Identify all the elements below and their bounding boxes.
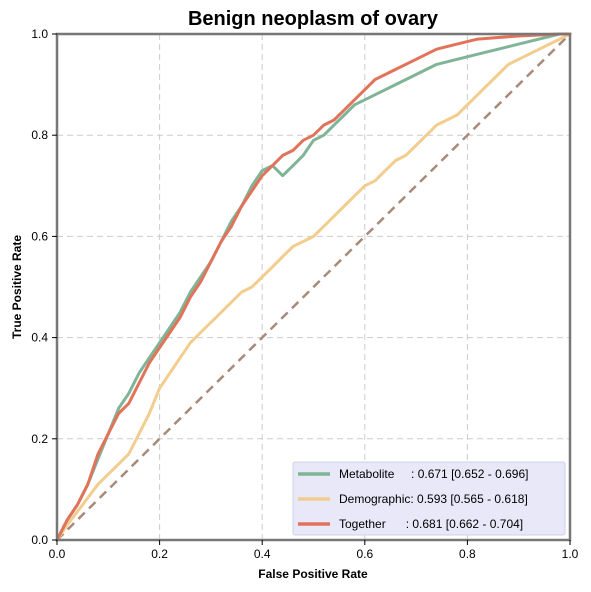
- x-tick-label: 0.2: [151, 547, 168, 561]
- y-tick-label: 0.2: [31, 432, 48, 446]
- y-tick-label: 0.0: [31, 533, 48, 547]
- y-tick-label: 0.4: [31, 331, 48, 345]
- legend: Metabolite : 0.671 [0.652 - 0.696] Demogr…: [292, 461, 566, 536]
- series-line-demographic: [55, 32, 572, 542]
- x-axis-ticks: 0.0 0.2 0.4 0.6 0.8 1.0: [49, 540, 579, 561]
- grid-lines: [57, 34, 570, 540]
- legend-label-demographic: Demographic: 0.593 [0.565 - 0.618]: [339, 492, 528, 506]
- x-tick-label: 1.0: [562, 547, 579, 561]
- x-axis-label: False Positive Rate: [258, 567, 368, 581]
- y-tick-label: 0.6: [31, 229, 48, 243]
- plot-frame: [55, 32, 572, 542]
- series-line-metabolite: [55, 32, 572, 542]
- y-axis-label: True Positive Rate: [10, 235, 24, 339]
- y-tick-label: 0.8: [31, 128, 48, 142]
- x-tick-label: 0.4: [254, 547, 271, 561]
- series-line-together: [55, 32, 572, 542]
- legend-label-metabolite: Metabolite : 0.671 [0.652 - 0.696]: [339, 467, 528, 481]
- legend-box: [292, 461, 566, 536]
- x-tick-label: 0.6: [356, 547, 373, 561]
- chance-line-layer: [56, 33, 571, 541]
- legend-items: Metabolite : 0.671 [0.652 - 0.696] Demogr…: [298, 467, 528, 531]
- chart-title: Benign neoplasm of ovary: [188, 8, 439, 30]
- legend-label-together: Together : 0.681 [0.662 - 0.704]: [339, 517, 523, 531]
- series-lines: [55, 32, 572, 542]
- x-tick-label: 0.0: [49, 547, 66, 561]
- x-tick-label: 0.8: [459, 547, 476, 561]
- y-axis-ticks: 0.0 0.2 0.4 0.6 0.8 1.0: [31, 27, 57, 547]
- chance-line: [56, 33, 571, 541]
- y-tick-label: 1.0: [31, 27, 48, 41]
